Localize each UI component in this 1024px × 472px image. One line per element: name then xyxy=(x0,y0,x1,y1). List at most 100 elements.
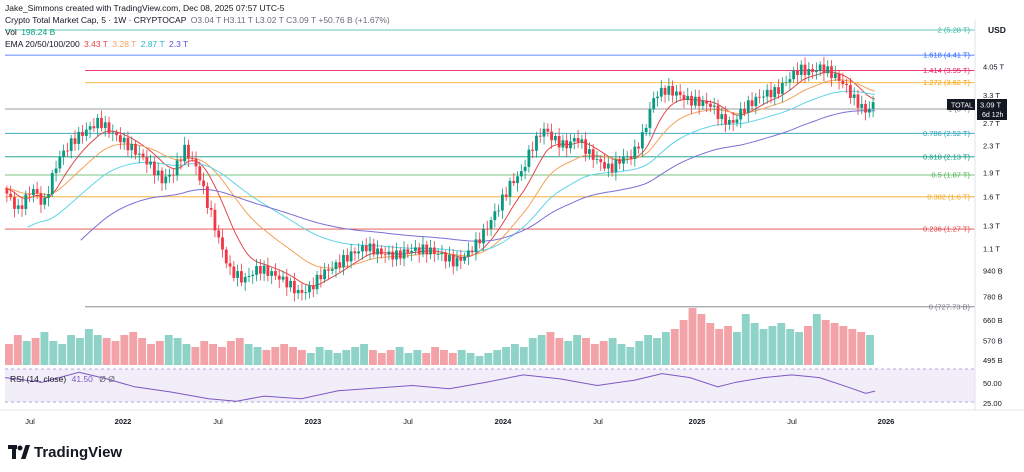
candle-body xyxy=(765,89,769,97)
volume-bar xyxy=(732,332,741,365)
ema-50-line xyxy=(4,79,876,269)
volume-bar xyxy=(777,323,786,365)
candle-body xyxy=(576,138,580,142)
candle-body xyxy=(342,255,345,268)
candle-body xyxy=(501,194,504,211)
candle-body xyxy=(637,146,640,149)
candle-body xyxy=(194,158,198,167)
candle-body xyxy=(516,176,519,184)
time-axis-tick: 2025 xyxy=(689,417,706,426)
time-axis-tick: 2026 xyxy=(878,417,895,426)
candle-body xyxy=(622,156,625,164)
price-axis-tick: 940 B xyxy=(983,267,1003,276)
volume-value: 198.24 B xyxy=(21,27,56,37)
candle-body xyxy=(448,254,451,262)
candle-body xyxy=(379,248,383,255)
candle-body xyxy=(709,103,712,107)
volume-bar xyxy=(84,329,93,365)
candle-body xyxy=(145,157,149,165)
candle-body xyxy=(240,271,243,283)
candle-body xyxy=(224,249,228,264)
volume-bar xyxy=(795,332,803,365)
candle-body xyxy=(137,153,141,155)
candle-body xyxy=(20,205,24,209)
candle-body xyxy=(864,103,867,113)
candle-body xyxy=(792,70,796,80)
candle-body xyxy=(402,249,406,259)
candle-body xyxy=(849,85,852,98)
candle-body xyxy=(542,128,546,137)
candle-body xyxy=(436,254,440,255)
candle-body xyxy=(96,117,100,129)
candle-body xyxy=(58,156,62,169)
volume-bar xyxy=(31,338,40,365)
candle-body xyxy=(54,168,58,174)
volume-bar xyxy=(448,353,457,365)
candle-body xyxy=(43,197,47,205)
candle-body xyxy=(678,91,682,96)
candle-body xyxy=(693,96,697,106)
candle-body xyxy=(421,244,425,254)
volume-bar xyxy=(244,344,253,365)
candle-body xyxy=(667,85,671,95)
candle-body xyxy=(822,64,826,74)
candle-body xyxy=(156,170,160,176)
volume-bar xyxy=(502,347,511,365)
volume-bar xyxy=(599,341,608,365)
volume-bar xyxy=(484,353,493,365)
candle-body xyxy=(149,161,153,165)
candle-body xyxy=(103,122,107,129)
volume-bar xyxy=(830,323,839,365)
volume-bar xyxy=(297,350,306,365)
candle-body xyxy=(319,274,323,280)
candle-body xyxy=(153,161,156,176)
volume-bar xyxy=(688,308,697,365)
volume-bar xyxy=(351,347,360,365)
candle-body xyxy=(606,163,610,169)
currency-label: USD xyxy=(988,25,1006,35)
volume-bar xyxy=(191,347,200,365)
candle-body xyxy=(414,247,417,251)
price-axis-tick: 1.6 T xyxy=(983,192,1000,201)
volume-bar xyxy=(528,338,537,365)
fib-level-label: 0.5 (1.87 T) xyxy=(931,171,970,180)
volume-bar xyxy=(848,329,857,365)
candle-body xyxy=(644,127,648,133)
candle-body xyxy=(73,138,77,144)
candle-body xyxy=(845,83,849,86)
candle-body xyxy=(100,117,103,129)
candle-body xyxy=(553,136,557,141)
volume-bar xyxy=(546,332,555,365)
candle-body xyxy=(334,262,338,270)
candle-body xyxy=(47,194,50,198)
candle-body xyxy=(599,159,603,163)
candle-body xyxy=(410,250,414,253)
candle-body xyxy=(311,285,315,290)
volume-bar xyxy=(386,350,395,365)
time-axis-tick: Jul xyxy=(787,417,797,426)
candle-body xyxy=(807,69,811,76)
candle-body xyxy=(357,251,361,254)
candle-body xyxy=(538,135,542,137)
candle-body xyxy=(5,188,9,194)
candle-body xyxy=(754,96,758,107)
candle-body xyxy=(300,290,304,293)
candle-body xyxy=(277,275,281,280)
candle-body xyxy=(24,194,28,209)
price-axis-tick: 660 B xyxy=(983,316,1003,325)
volume-bar xyxy=(333,353,342,365)
candle-body xyxy=(519,171,523,177)
volume-bar xyxy=(839,326,848,365)
candle-body xyxy=(232,266,236,278)
candle-body xyxy=(860,103,864,108)
volume-bar xyxy=(289,347,297,365)
volume-bar xyxy=(653,338,661,365)
candle-body xyxy=(633,146,637,159)
fib-level-label: 1.414 (3.95 T) xyxy=(923,66,970,75)
ema-50-value: 3.28 T xyxy=(112,39,137,49)
candle-body xyxy=(361,245,364,252)
candle-body xyxy=(429,247,432,255)
volume-bar xyxy=(608,338,617,365)
candle-body xyxy=(251,274,255,276)
